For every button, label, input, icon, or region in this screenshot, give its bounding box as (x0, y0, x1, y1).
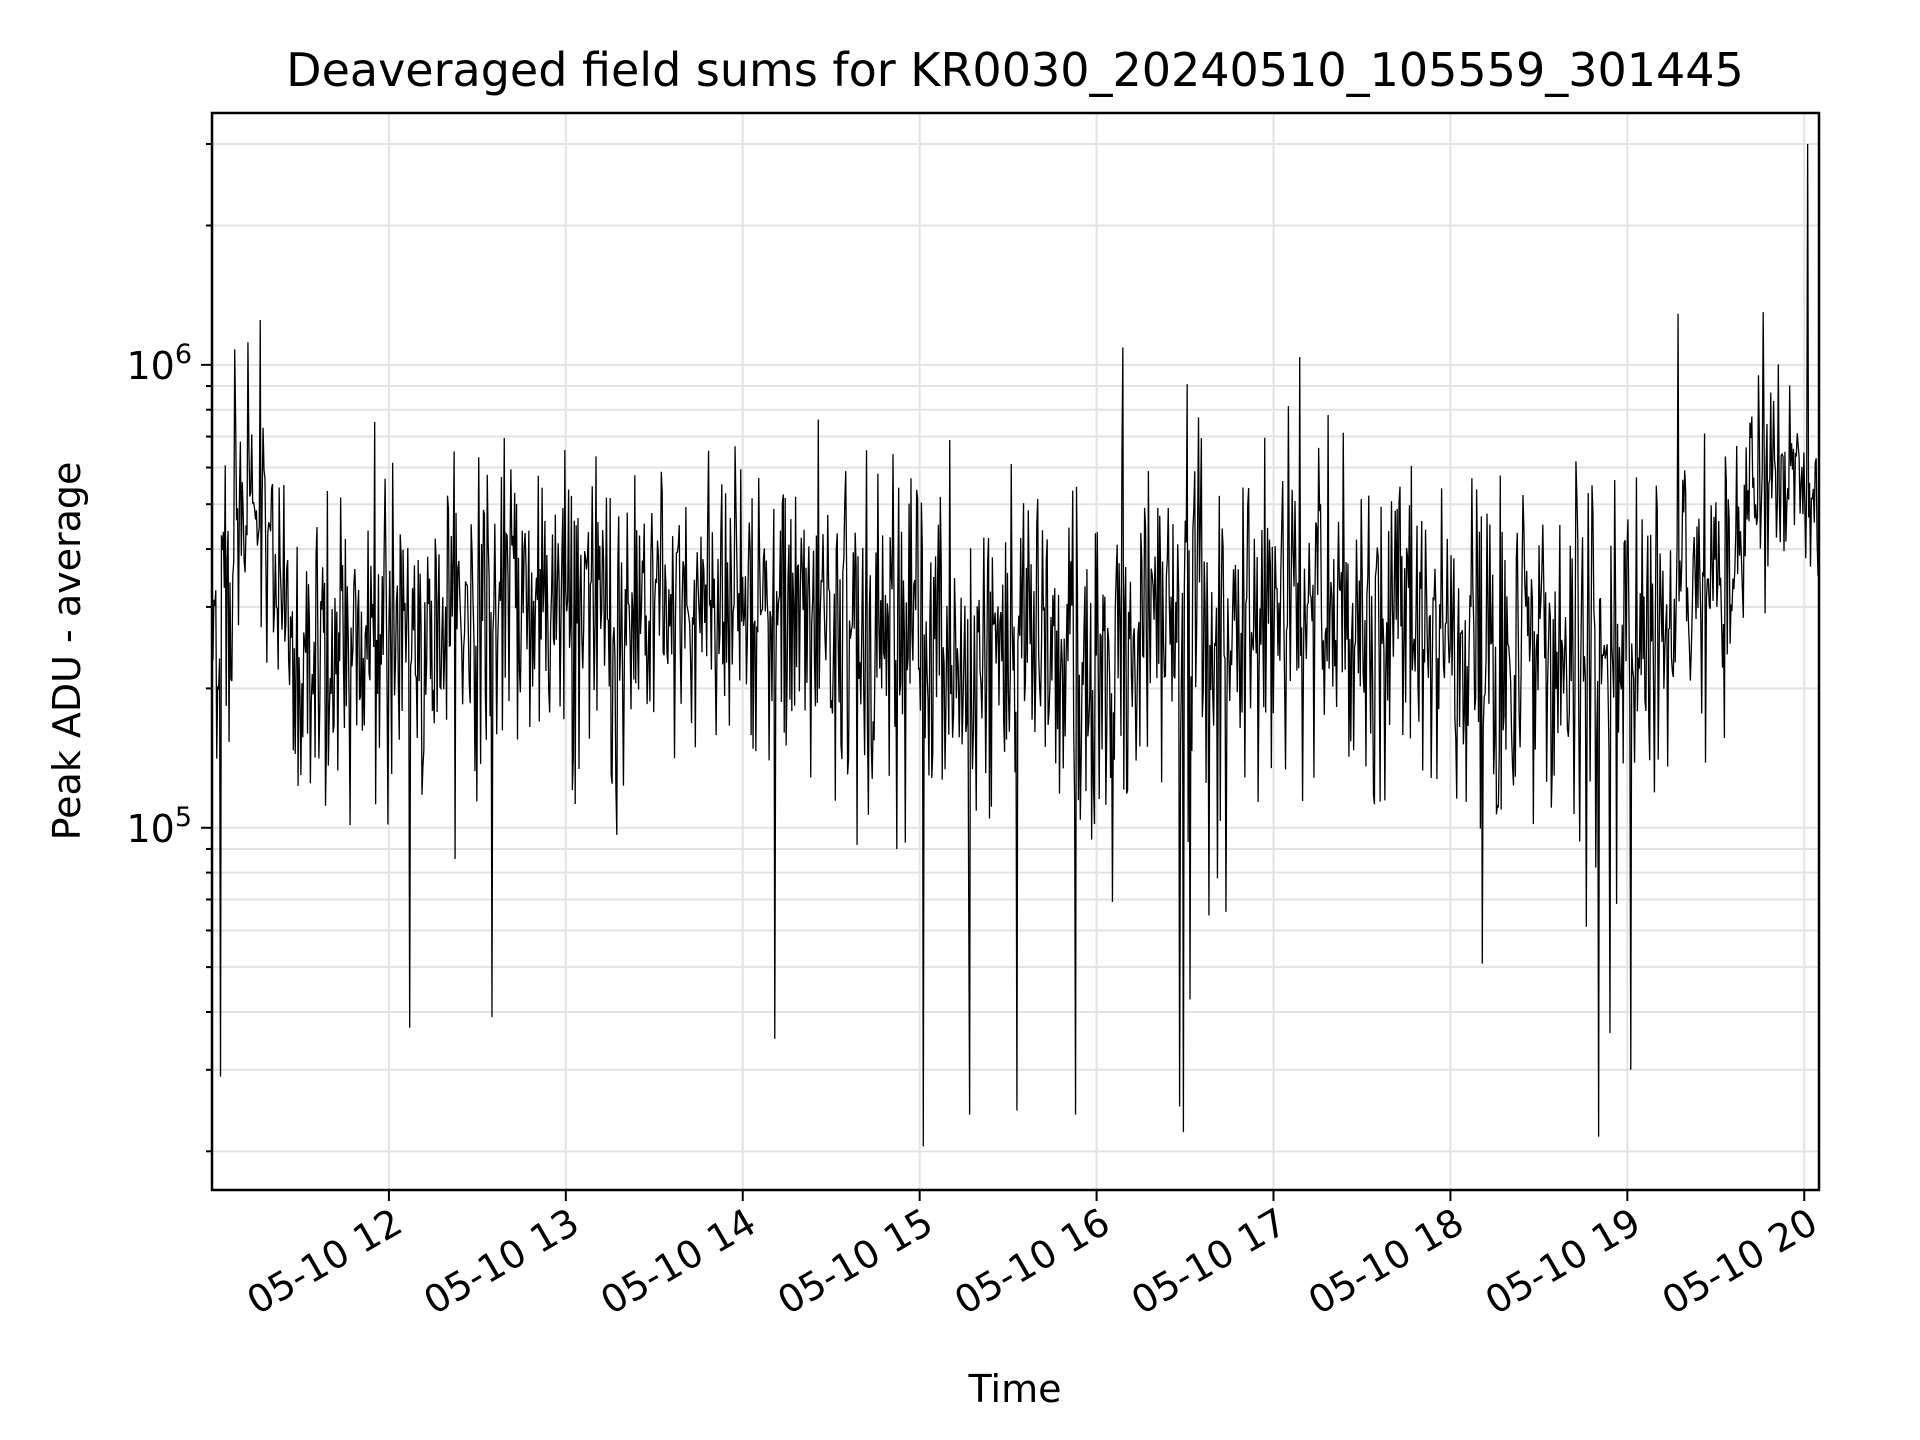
x-tick-label: 05-10 13 (416, 1200, 586, 1324)
series-line (211, 143, 1820, 1147)
chart-title: Deaveraged field sums for KR0030_2024051… (286, 43, 1744, 97)
x-tick-label: 05-10 15 (770, 1200, 940, 1324)
y-tick-label: 105 (126, 802, 192, 851)
x-tick-label: 05-10 20 (1655, 1200, 1825, 1324)
x-tick-label: 05-10 12 (239, 1200, 409, 1324)
x-axis: 05-10 12 05-10 13 05-10 14 05-10 15 05-10 16… (239, 1190, 1825, 1324)
y-tick-label: 106 (126, 339, 192, 388)
y-tick-base: 10 (126, 344, 174, 388)
y-tick-exponent: 6 (175, 339, 192, 370)
y-tick-exponent: 5 (175, 802, 192, 833)
x-tick-label: 05-10 19 (1478, 1200, 1648, 1324)
x-axis-label: Time (968, 1367, 1062, 1411)
data-series (211, 143, 1820, 1147)
x-tick-label: 05-10 18 (1301, 1200, 1471, 1324)
plot-frame (210, 111, 1821, 1192)
x-tick-label: 05-10 16 (947, 1200, 1117, 1324)
x-tick-label: 05-10 17 (1124, 1200, 1294, 1324)
y-axis-label: Peak ADU - average (45, 462, 89, 841)
x-tick-label: 05-10 14 (593, 1200, 763, 1324)
y-tick-base: 10 (126, 807, 174, 851)
